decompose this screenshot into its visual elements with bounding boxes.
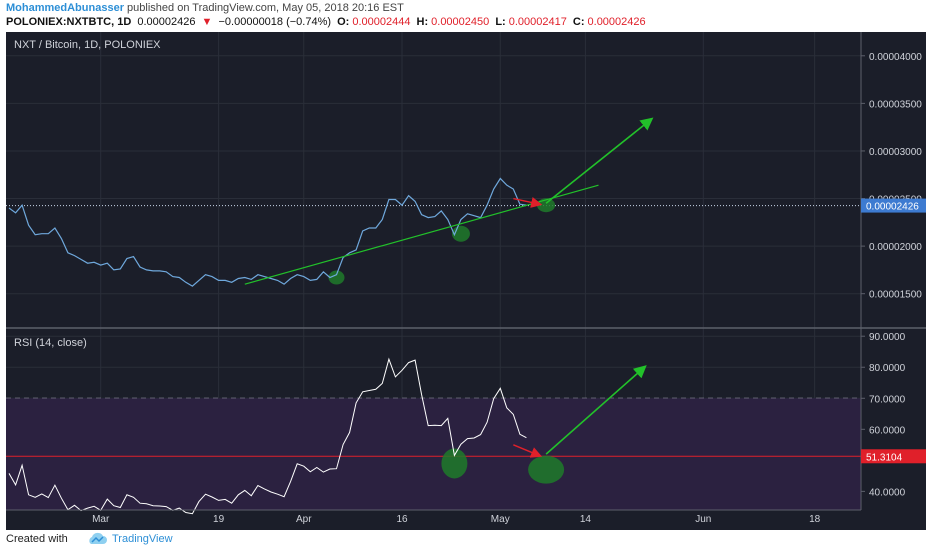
time-tick-label: 16	[396, 514, 408, 525]
rsi-red-arrow	[513, 444, 543, 458]
footer: Created with TradingView	[0, 530, 932, 550]
rsi-tick-label: 70.0000	[869, 394, 906, 405]
price-tick-label: 0.00003500	[869, 99, 922, 110]
high-value: 0.00002450	[431, 16, 490, 28]
publish-line: MohammedAbunasser published on TradingVi…	[6, 2, 404, 14]
rsi-pane-title: RSI (14, close)	[14, 337, 87, 349]
open-label: O:	[337, 16, 350, 28]
time-tick-label: Jun	[695, 514, 711, 525]
price-red-arrow	[513, 196, 543, 208]
rsi-up-arrow	[545, 365, 647, 455]
price-tick-label: 0.00002000	[869, 242, 922, 253]
price-series-line	[8, 177, 527, 287]
price-pane-title: NXT / Bitcoin, 1D, POLONIEX	[14, 39, 161, 51]
rsi-tick-label: 90.0000	[869, 332, 906, 343]
high-label: H:	[416, 16, 429, 28]
symbol-name: POLONIEX:NXTBTC, 1D	[6, 16, 132, 28]
touch-marker-1	[328, 270, 345, 285]
price-change: −0.00000018 (−0.74%)	[218, 16, 332, 28]
rsi-last-label: 51.3104	[866, 452, 903, 463]
author-link[interactable]: MohammedAbunasser	[6, 2, 124, 14]
trendline	[244, 184, 599, 285]
annotation-arrows	[244, 117, 654, 458]
time-tick-label: 19	[213, 514, 225, 525]
price-up-arrow	[545, 117, 654, 204]
axis-layer: 0.000040000.000035000.000030000.00002500…	[6, 32, 926, 525]
chart-area[interactable]: 0.000040000.000035000.000030000.00002500…	[6, 32, 926, 530]
last-price-tag	[861, 198, 926, 213]
last-price: 0.00002426	[137, 16, 196, 28]
published-text: published on TradingView.com, May 05, 20…	[127, 2, 404, 14]
rsi-tick-label: 60.0000	[869, 425, 906, 436]
price-tick-label: 0.00001500	[869, 290, 922, 301]
rsi-marker-2	[528, 455, 565, 484]
tradingview-cloud-icon[interactable]	[86, 532, 108, 546]
rsi-tick-label: 40.0000	[869, 487, 906, 498]
chart-svg[interactable]: 0.000040000.000035000.000030000.00002500…	[6, 32, 926, 530]
tradingview-link[interactable]: TradingView	[112, 533, 173, 545]
close-value: 0.00002426	[587, 16, 646, 28]
rsi-marker-1	[441, 448, 468, 479]
price-tick-label: 0.00003000	[869, 147, 922, 158]
rsi-tick-label: 80.0000	[869, 363, 906, 374]
open-value: 0.00002444	[352, 16, 411, 28]
time-tick-label: Mar	[92, 514, 110, 525]
symbol-line: POLONIEX:NXTBTC, 1D 0.00002426 ▼ −0.0000…	[6, 16, 649, 28]
time-tick-label: 14	[580, 514, 592, 525]
rsi-band	[6, 398, 861, 510]
time-tick-label: May	[491, 514, 510, 525]
low-value: 0.00002417	[508, 16, 567, 28]
change-arrow-icon: ▼	[201, 16, 213, 28]
rsi-series-line	[8, 357, 527, 515]
low-label: L:	[495, 16, 506, 28]
time-tick-label: 18	[809, 514, 821, 525]
created-with-text: Created with	[6, 533, 68, 545]
rsi-last-tag	[861, 449, 926, 464]
last-price-label: 0.00002426	[866, 202, 919, 213]
close-label: C:	[572, 16, 585, 28]
time-tick-label: Apr	[296, 514, 312, 525]
price-tick-label: 0.00004000	[869, 52, 922, 63]
